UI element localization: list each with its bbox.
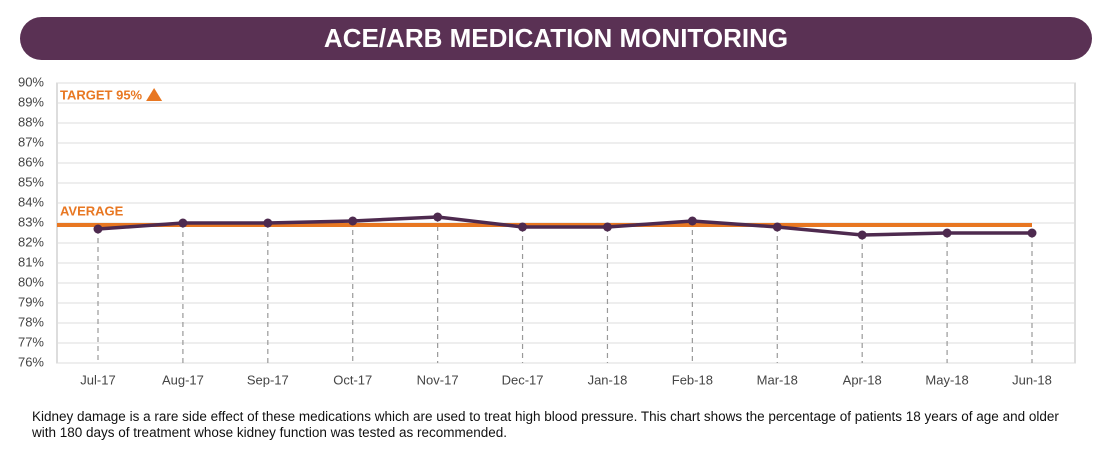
target-label: TARGET 95%	[60, 87, 143, 102]
y-tick-label: 79%	[18, 294, 44, 309]
point	[263, 218, 273, 228]
y-tick-label: 80%	[18, 274, 44, 289]
y-tick-label: 82%	[18, 234, 44, 249]
title-banner	[20, 17, 1092, 60]
series-line	[97, 215, 1032, 237]
x-tick-label: Sep-17	[247, 372, 289, 387]
point	[348, 216, 358, 226]
y-tick-label: 89%	[18, 94, 44, 109]
x-tick-label: Apr-18	[843, 372, 882, 387]
y-tick-label: 85%	[18, 174, 44, 189]
x-tick-label: Mar-18	[757, 372, 798, 387]
point	[772, 222, 782, 232]
x-tick-label: Jun-18	[1012, 372, 1052, 387]
point	[687, 216, 697, 226]
chart: ACE/ARB MEDICATION MONITORING 76% 77% 78% 7…	[18, 17, 1092, 387]
y-tick-label: 78%	[18, 314, 44, 329]
y-tick-label: 90%	[18, 74, 44, 89]
x-tick-label: May-18	[925, 372, 968, 387]
y-tick-label: 84%	[18, 194, 44, 209]
point	[93, 224, 103, 234]
y-tick-label: 88%	[18, 114, 44, 129]
y-tick-label: 83%	[18, 214, 44, 229]
y-tick-label: 76%	[18, 354, 44, 369]
x-tick-label: Jan-18	[588, 372, 628, 387]
point	[518, 222, 528, 232]
y-tick-label: 86%	[18, 154, 44, 169]
x-tick-label: Aug-17	[162, 372, 204, 387]
y-tick-label: 81%	[18, 254, 44, 269]
x-tick-label: Nov-17	[417, 372, 459, 387]
point	[1027, 228, 1037, 238]
point	[857, 230, 867, 240]
y-tick-label: 87%	[18, 134, 44, 149]
x-tick-label: Jul-17	[80, 372, 115, 387]
x-tick-label: Feb-18	[672, 372, 713, 387]
x-tick-label: Dec-17	[502, 372, 544, 387]
chart-title: ACE/ARB MEDICATION MONITORING	[324, 23, 788, 53]
y-tick-label: 77%	[18, 334, 44, 349]
point	[602, 222, 612, 232]
target-marker	[146, 88, 163, 101]
average-label: AVERAGE	[60, 203, 124, 218]
x-tick-label: Oct-17	[333, 372, 372, 387]
point	[178, 218, 188, 228]
point	[942, 228, 952, 238]
point	[433, 212, 443, 222]
footnote: Kidney damage is a rare side effect of t…	[32, 409, 1059, 440]
